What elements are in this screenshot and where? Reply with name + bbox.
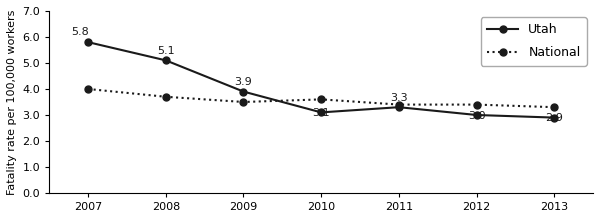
Line: National: National <box>85 85 557 111</box>
Utah <box>85 41 92 44</box>
Text: 5.8: 5.8 <box>71 27 89 37</box>
Utah <box>395 106 403 108</box>
National <box>162 95 169 98</box>
Legend: Utah, National: Utah, National <box>481 17 587 66</box>
Text: 3.3: 3.3 <box>390 92 407 102</box>
National <box>551 106 558 108</box>
Text: 3.0: 3.0 <box>468 111 485 121</box>
Text: 3.9: 3.9 <box>235 77 253 87</box>
Utah <box>473 114 480 116</box>
National <box>473 103 480 106</box>
National <box>317 98 325 101</box>
National <box>395 103 403 106</box>
Text: 2.9: 2.9 <box>545 113 563 123</box>
National <box>85 88 92 90</box>
Utah <box>162 59 169 62</box>
Utah <box>317 111 325 114</box>
Text: 3.1: 3.1 <box>313 108 330 118</box>
Y-axis label: Fatality rate per 100,000 workers: Fatality rate per 100,000 workers <box>7 9 17 195</box>
National <box>240 101 247 103</box>
Utah <box>551 116 558 119</box>
Line: Utah: Utah <box>85 39 557 121</box>
Text: 5.1: 5.1 <box>157 46 175 56</box>
Utah <box>240 90 247 93</box>
